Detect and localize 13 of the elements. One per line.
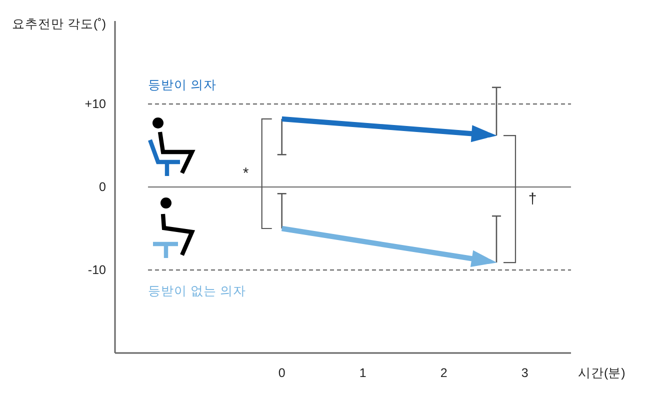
annotation: †	[528, 190, 537, 208]
x-axis-title: 시간(분)	[578, 366, 626, 380]
annotation: *	[242, 165, 249, 182]
y-axis-title: 요추전만 각도(˚)	[12, 17, 106, 31]
x-tick-label: 1	[359, 366, 366, 380]
x-tick-label: 0	[278, 366, 286, 380]
text: 등받이 없는 의자	[148, 284, 246, 298]
x-tick-label: 3	[521, 366, 528, 380]
y-tick-label: 0	[99, 180, 106, 194]
y-tick-label: -10	[88, 263, 106, 277]
text: 등받이 의자	[148, 78, 216, 92]
x-tick-label: 2	[440, 366, 448, 380]
y-tick-label: +10	[84, 97, 106, 111]
